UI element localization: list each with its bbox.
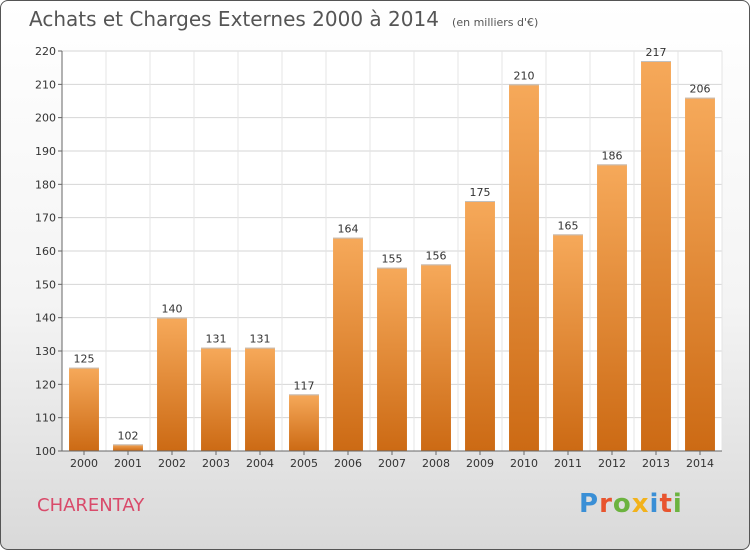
logo-letter: r [599, 489, 613, 519]
bar-2008 [421, 264, 451, 451]
y-tick-label: 220 [35, 45, 56, 58]
x-tick-label: 2001 [114, 457, 142, 470]
y-tick-label: 180 [35, 178, 56, 191]
y-tick-label: 190 [35, 145, 56, 158]
logo-letter: i [672, 489, 683, 519]
bar-2002 [157, 317, 187, 451]
bar-2013 [641, 61, 671, 451]
data-label-2007: 155 [382, 253, 403, 266]
y-tick-label: 140 [35, 312, 56, 325]
x-tick-label: 2007 [378, 457, 406, 470]
bar-2001 [113, 444, 143, 451]
y-tick-label: 120 [35, 378, 56, 391]
bar-2007 [377, 267, 407, 451]
y-tick-label: 160 [35, 245, 56, 258]
data-label-2003: 131 [206, 333, 227, 346]
label-layer: 125 102 140 131 131 117 164 155 156 175 210 165 186 2… [74, 46, 711, 442]
data-label-2002: 140 [162, 303, 183, 316]
data-label-2004: 131 [250, 333, 271, 346]
data-label-2010: 210 [514, 69, 535, 82]
bar-2003 [201, 347, 231, 451]
bar-2011 [553, 234, 583, 451]
chart-title: Achats et Charges Externes 2000 à 2014 [29, 7, 439, 31]
chart-subtitle: (en milliers d'€) [452, 16, 539, 29]
commune-name: CHARENTAY [37, 495, 145, 516]
data-label-2005: 117 [294, 379, 315, 392]
data-label-2012: 186 [602, 149, 623, 162]
logo-letter: P [579, 489, 600, 519]
logo-letter: o [612, 489, 632, 519]
axis-layer: 100 110 120 130 140 150 160 170 180 190 200 210 220 2… [35, 45, 722, 470]
bar-2012 [597, 164, 627, 452]
y-tick-label: 200 [35, 112, 56, 125]
bar-2006 [333, 237, 363, 451]
bar-2000 [69, 367, 99, 451]
data-label-2011: 165 [558, 219, 579, 232]
data-label-2013: 217 [646, 46, 667, 59]
x-tick-label: 2004 [246, 457, 274, 470]
bar-layer [69, 61, 715, 452]
title-row: Achats et Charges Externes 2000 à 2014 (… [29, 7, 538, 31]
x-tick-label: 2000 [70, 457, 98, 470]
data-label-2006: 164 [338, 223, 359, 236]
logo-letter: x [631, 489, 650, 519]
x-tick-label: 2002 [158, 457, 186, 470]
bar-2005 [289, 394, 319, 451]
x-tick-label: 2005 [290, 457, 318, 470]
y-tick-label: 210 [35, 78, 56, 91]
bar-2009 [465, 201, 495, 451]
y-tick-label: 110 [35, 412, 56, 425]
x-tick-label: 2013 [642, 457, 670, 470]
y-tick-label: 170 [35, 212, 56, 225]
x-tick-label: 2012 [598, 457, 626, 470]
x-tick-label: 2011 [554, 457, 582, 470]
x-tick-label: 2003 [202, 457, 230, 470]
data-label-2009: 175 [470, 186, 491, 199]
bar-2004 [245, 347, 275, 451]
data-label-2000: 125 [74, 353, 95, 366]
logo-letter: i [649, 489, 660, 519]
bar-2014 [685, 97, 715, 452]
x-tick-label: 2006 [334, 457, 362, 470]
x-tick-label: 2009 [466, 457, 494, 470]
data-label-2008: 156 [426, 249, 447, 262]
x-tick-label: 2010 [510, 457, 538, 470]
logo-letter: t [659, 489, 673, 519]
data-label-2014: 206 [690, 83, 711, 96]
x-tick-label: 2008 [422, 457, 450, 470]
y-tick-label: 150 [35, 278, 56, 291]
y-tick-label: 100 [35, 445, 56, 458]
y-tick-label: 130 [35, 345, 56, 358]
proxiti-logo[interactable]: Proxiti [579, 489, 683, 519]
data-label-2001: 102 [118, 429, 139, 442]
bar-2010 [509, 84, 539, 451]
x-tick-label: 2014 [686, 457, 714, 470]
